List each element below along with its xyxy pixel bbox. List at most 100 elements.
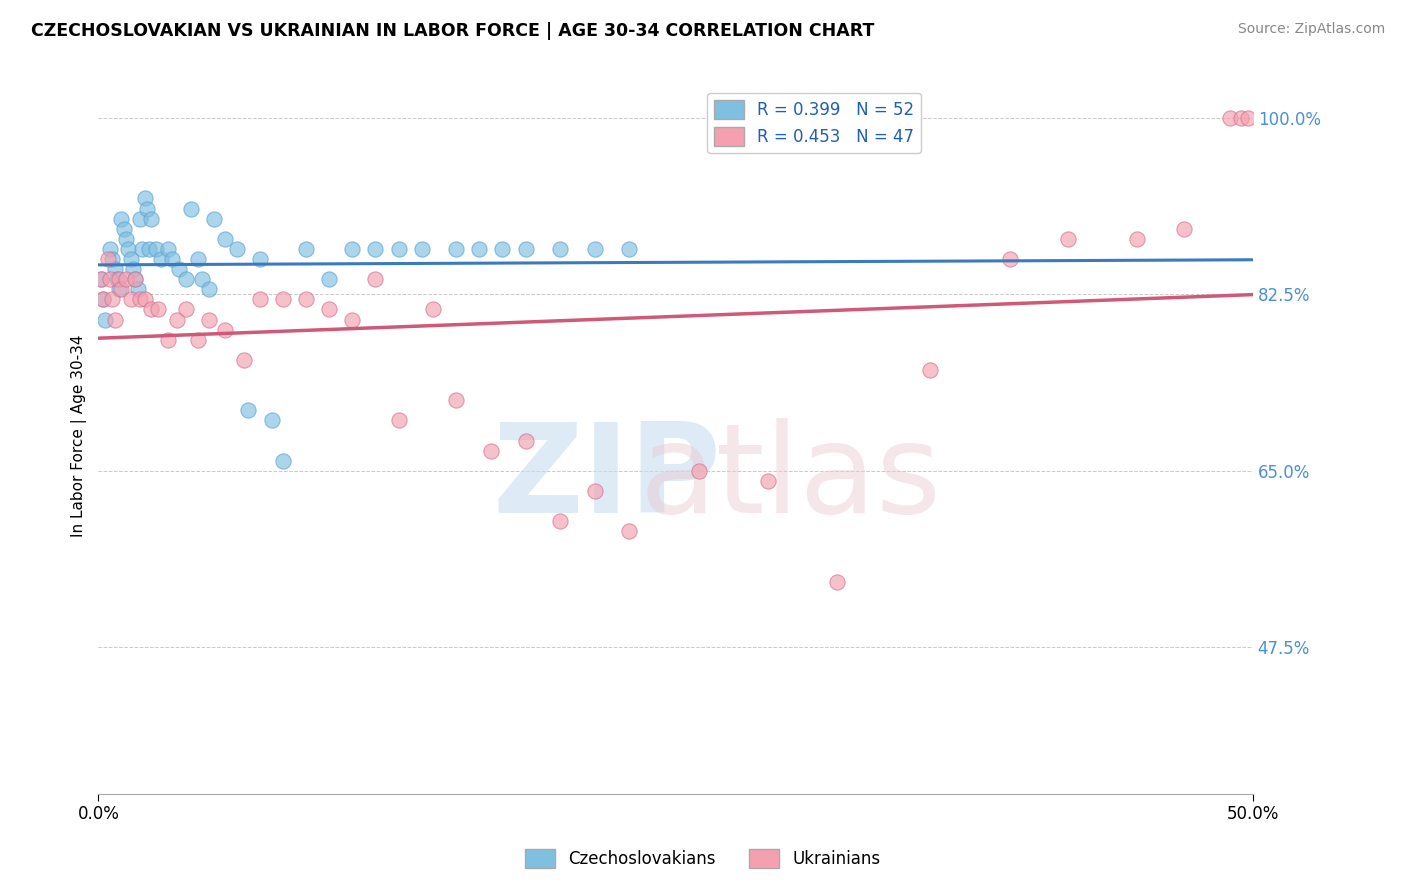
Point xyxy=(156,333,179,347)
Y-axis label: In Labor Force | Age 30-34: In Labor Force | Age 30-34 xyxy=(72,334,87,537)
Point xyxy=(105,272,128,286)
Point xyxy=(94,312,117,326)
Point xyxy=(214,232,236,246)
Point xyxy=(191,272,214,286)
Point xyxy=(90,272,112,286)
Point xyxy=(110,282,132,296)
Point xyxy=(295,242,318,256)
Point xyxy=(127,282,149,296)
Point xyxy=(1237,111,1260,125)
Point xyxy=(364,272,387,286)
Point xyxy=(548,514,571,528)
Point xyxy=(232,352,254,367)
Point xyxy=(198,312,221,326)
Point xyxy=(187,252,209,266)
Point xyxy=(174,302,197,317)
Point xyxy=(1000,252,1022,266)
Point xyxy=(124,272,146,286)
Point xyxy=(619,524,641,539)
Point xyxy=(108,272,131,286)
Point xyxy=(120,252,142,266)
Point xyxy=(318,272,340,286)
Point xyxy=(98,272,121,286)
Point xyxy=(162,252,184,266)
Point xyxy=(131,242,153,256)
Point xyxy=(548,242,571,256)
Point xyxy=(129,293,152,307)
Point xyxy=(225,242,247,256)
Point xyxy=(115,272,138,286)
Point xyxy=(271,293,294,307)
Point xyxy=(138,242,160,256)
Text: atlas: atlas xyxy=(640,418,942,539)
Point xyxy=(122,262,145,277)
Point xyxy=(825,574,848,589)
Point xyxy=(295,293,318,307)
Point xyxy=(90,272,112,286)
Point xyxy=(202,211,225,226)
Point xyxy=(101,252,124,266)
Point xyxy=(342,312,364,326)
Text: CZECHOSLOVAKIAN VS UKRAINIAN IN LABOR FORCE | AGE 30-34 CORRELATION CHART: CZECHOSLOVAKIAN VS UKRAINIAN IN LABOR FO… xyxy=(31,22,875,40)
Point xyxy=(479,443,502,458)
Point xyxy=(145,242,167,256)
Point xyxy=(98,242,121,256)
Point xyxy=(180,202,202,216)
Point xyxy=(688,464,710,478)
Text: ZIP: ZIP xyxy=(492,418,721,539)
Point xyxy=(108,282,131,296)
Point xyxy=(271,454,294,468)
Point xyxy=(110,211,132,226)
Point xyxy=(141,302,163,317)
Point xyxy=(756,474,779,488)
Point xyxy=(422,302,444,317)
Point xyxy=(101,293,124,307)
Point xyxy=(515,242,537,256)
Point xyxy=(260,413,283,427)
Point xyxy=(387,413,409,427)
Point xyxy=(141,211,163,226)
Point xyxy=(167,262,190,277)
Point xyxy=(1219,111,1241,125)
Point xyxy=(238,403,260,417)
Point xyxy=(156,242,179,256)
Point xyxy=(1230,111,1253,125)
Point xyxy=(583,483,606,498)
Point xyxy=(91,293,114,307)
Point xyxy=(444,242,467,256)
Point xyxy=(97,252,120,266)
Point xyxy=(342,242,364,256)
Point xyxy=(198,282,221,296)
Point xyxy=(124,272,146,286)
Point xyxy=(214,323,236,337)
Point xyxy=(135,202,157,216)
Point xyxy=(112,221,135,235)
Point xyxy=(120,293,142,307)
Point xyxy=(187,333,209,347)
Point xyxy=(129,211,152,226)
Point xyxy=(619,242,641,256)
Point xyxy=(134,293,156,307)
Point xyxy=(166,312,188,326)
Point xyxy=(134,192,156,206)
Point xyxy=(1057,232,1080,246)
Point xyxy=(468,242,491,256)
Point xyxy=(583,242,606,256)
Point xyxy=(91,293,114,307)
Point xyxy=(103,312,125,326)
Point xyxy=(1126,232,1149,246)
Point xyxy=(364,242,387,256)
Point xyxy=(148,302,170,317)
Point xyxy=(103,262,125,277)
Point xyxy=(515,434,537,448)
Point xyxy=(491,242,513,256)
Point xyxy=(117,242,139,256)
Point xyxy=(444,393,467,408)
Point xyxy=(411,242,433,256)
Point xyxy=(249,252,271,266)
Legend: Czechoslovakians, Ukrainians: Czechoslovakians, Ukrainians xyxy=(519,842,887,875)
Point xyxy=(387,242,409,256)
Point xyxy=(318,302,340,317)
Legend: R = 0.399   N = 52, R = 0.453   N = 47: R = 0.399 N = 52, R = 0.453 N = 47 xyxy=(707,93,921,153)
Text: Source: ZipAtlas.com: Source: ZipAtlas.com xyxy=(1237,22,1385,37)
